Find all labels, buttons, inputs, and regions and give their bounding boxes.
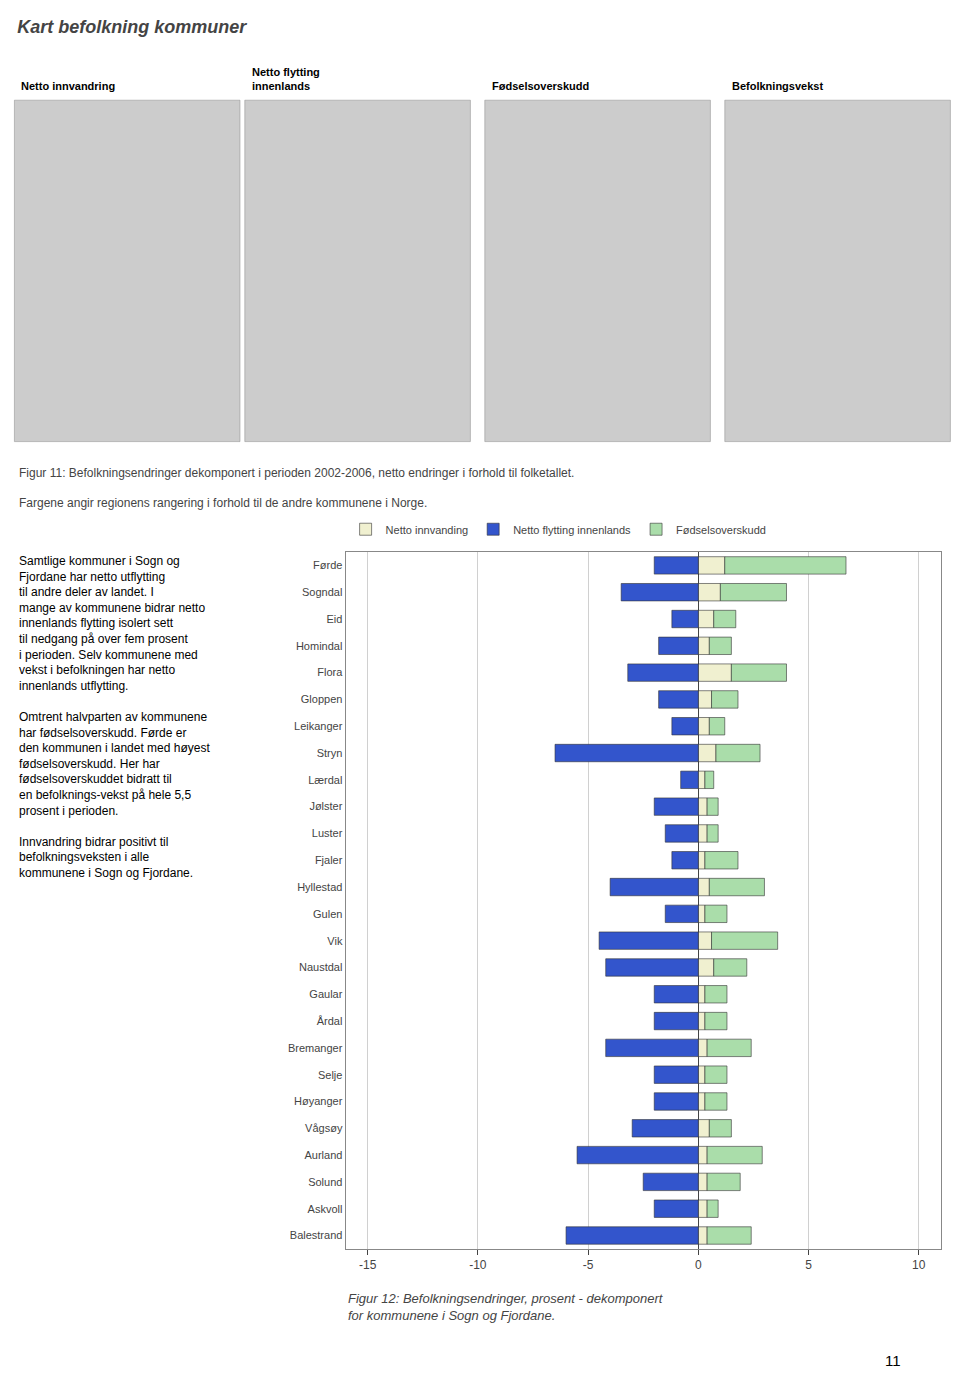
svg-text:Førde: Førde <box>313 559 342 571</box>
svg-text:Homindal: Homindal <box>296 640 342 652</box>
svg-text:-15: -15 <box>359 1258 377 1272</box>
svg-text:Fjaler: Fjaler <box>315 854 343 866</box>
svg-text:Fødselsoverskudd: Fødselsoverskudd <box>676 524 766 536</box>
svg-text:Flora: Flora <box>317 666 343 678</box>
svg-text:Aurland: Aurland <box>304 1149 342 1161</box>
svg-text:Figur 12: Befolkningsendringer: Figur 12: Befolkningsendringer, prosent … <box>348 1291 664 1323</box>
svg-text:5: 5 <box>805 1258 812 1272</box>
svg-text:Vågsøy: Vågsøy <box>305 1122 343 1134</box>
svg-text:Høyanger: Høyanger <box>294 1095 343 1107</box>
svg-text:Balestrand: Balestrand <box>290 1229 343 1241</box>
svg-text:Eid: Eid <box>326 613 342 625</box>
svg-text:Figur 11: Befolkningsendringer: Figur 11: Befolkningsendringer dekompone… <box>19 466 574 480</box>
svg-text:-5: -5 <box>583 1258 594 1272</box>
svg-text:Selje: Selje <box>318 1069 342 1081</box>
svg-text:Gaular: Gaular <box>309 988 342 1000</box>
svg-text:Kart befolkning kommuner: Kart befolkning kommuner <box>17 17 247 37</box>
svg-text:Solund: Solund <box>308 1176 342 1188</box>
svg-text:Netto innvanding: Netto innvanding <box>386 524 469 536</box>
svg-text:Leikanger: Leikanger <box>294 720 343 732</box>
svg-text:Hyllestad: Hyllestad <box>297 881 342 893</box>
svg-text:Lærdal: Lærdal <box>308 774 342 786</box>
svg-text:Årdal: Årdal <box>317 1015 343 1027</box>
svg-text:-10: -10 <box>469 1258 487 1272</box>
svg-text:11: 11 <box>885 1352 901 1369</box>
svg-text:Gloppen: Gloppen <box>301 693 343 705</box>
svg-text:Stryn: Stryn <box>317 747 343 759</box>
svg-text:Netto flytting innenlands: Netto flytting innenlands <box>513 524 631 536</box>
svg-text:Naustdal: Naustdal <box>299 961 342 973</box>
svg-text:Netto flyttinginnenlands: Netto flyttinginnenlands <box>252 66 320 92</box>
svg-text:Befolkningsvekst: Befolkningsvekst <box>732 80 823 92</box>
svg-text:Netto innvandring: Netto innvandring <box>21 80 115 92</box>
svg-text:Bremanger: Bremanger <box>288 1042 343 1054</box>
svg-text:Gulen: Gulen <box>313 908 342 920</box>
svg-text:0: 0 <box>695 1258 702 1272</box>
svg-text:Askvoll: Askvoll <box>308 1203 343 1215</box>
svg-text:Sogndal: Sogndal <box>302 586 342 598</box>
svg-text:Jølster: Jølster <box>309 800 342 812</box>
svg-text:Vik: Vik <box>327 935 343 947</box>
svg-text:Fødselsoverskudd: Fødselsoverskudd <box>492 80 589 92</box>
svg-text:10: 10 <box>912 1258 926 1272</box>
svg-text:Samtlige kommuner i Sogn ogFjo: Samtlige kommuner i Sogn ogFjordane har … <box>19 554 210 880</box>
svg-text:Luster: Luster <box>312 827 343 839</box>
svg-text:Fargene angir regionens ranger: Fargene angir regionens rangering i forh… <box>19 496 427 510</box>
